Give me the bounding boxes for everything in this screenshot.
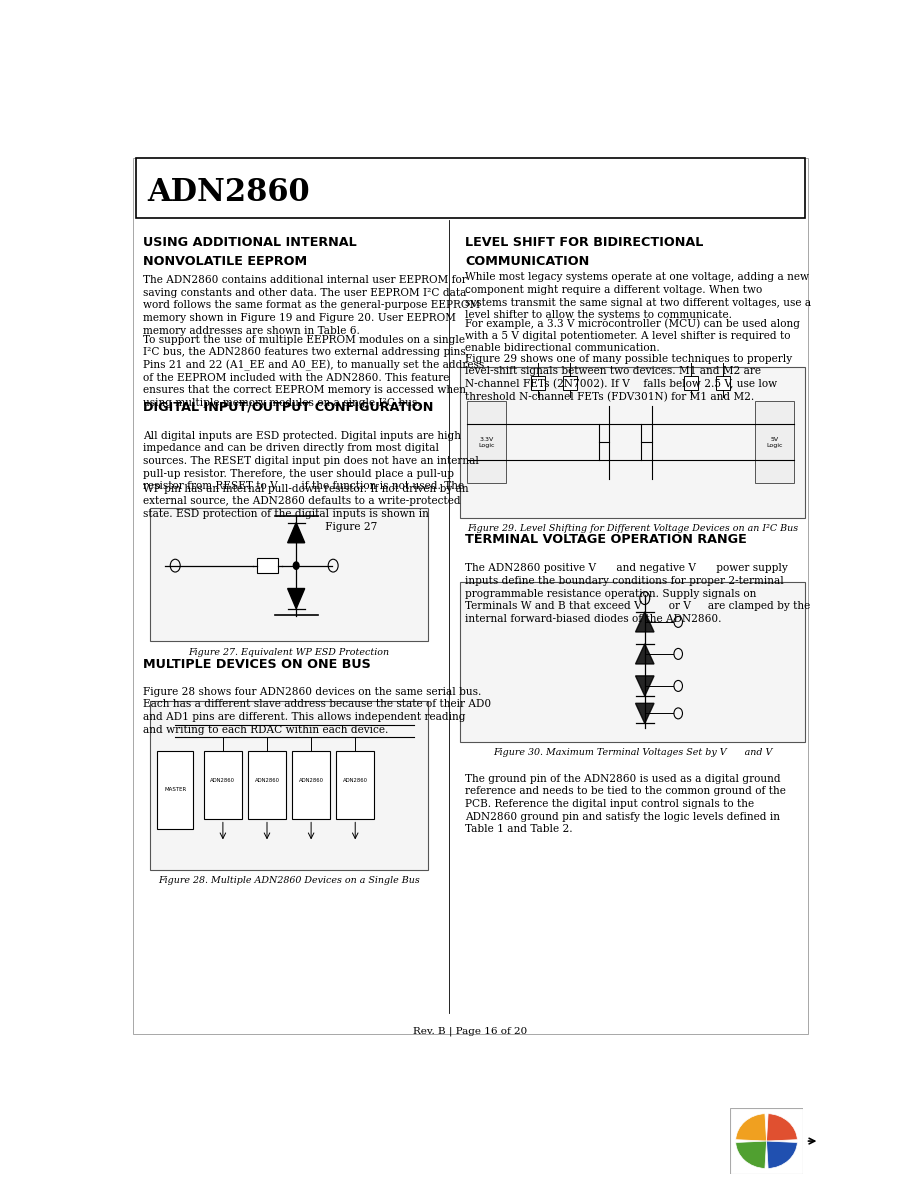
Text: The ADN2860 contains additional internal user EEPROM for: The ADN2860 contains additional internal… — [143, 276, 467, 285]
Text: All digital inputs are ESD protected. Digital inputs are high: All digital inputs are ESD protected. Di… — [143, 431, 461, 441]
Text: I²C bus, the ADN2860 features two external addressing pins,: I²C bus, the ADN2860 features two extern… — [143, 347, 469, 358]
Bar — [151, 508, 428, 642]
Text: sources. The RESET digital input pin does not have an internal: sources. The RESET digital input pin doe… — [143, 456, 479, 466]
Wedge shape — [767, 1140, 798, 1169]
Text: ADN2860 ground pin and satisfy the logic levels defined in: ADN2860 ground pin and satisfy the logic… — [465, 811, 780, 822]
Text: component might require a different voltage. When two: component might require a different volt… — [465, 285, 763, 295]
Text: For example, a 3.3 V microcontroller (MCU) can be used along: For example, a 3.3 V microcontroller (MC… — [465, 318, 800, 329]
Circle shape — [294, 562, 299, 569]
Text: COMMUNICATION: COMMUNICATION — [465, 255, 589, 268]
Wedge shape — [767, 1113, 798, 1140]
Polygon shape — [635, 612, 654, 632]
Text: N-channel FETs (2N7002). If V    falls below 2.5 V, use low: N-channel FETs (2N7002). If V falls belo… — [465, 379, 778, 390]
Text: programmable resistance operation. Supply signals on: programmable resistance operation. Suppl… — [465, 588, 756, 599]
Text: 3.3V
Logic: 3.3V Logic — [478, 437, 495, 448]
Text: The ADN2860 positive V      and negative V      power supply: The ADN2860 positive V and negative V po… — [465, 563, 789, 574]
Text: 5V
Logic: 5V Logic — [766, 437, 782, 448]
Text: While most legacy systems operate at one voltage, adding a new: While most legacy systems operate at one… — [465, 272, 810, 283]
Text: MULTIPLE DEVICES ON ONE BUS: MULTIPLE DEVICES ON ONE BUS — [143, 658, 371, 670]
Text: ADN2860: ADN2860 — [342, 778, 368, 783]
Text: PCB. Reference the digital input control signals to the: PCB. Reference the digital input control… — [465, 800, 755, 809]
Bar — [684, 375, 699, 391]
Text: ADN2860: ADN2860 — [147, 177, 309, 208]
Text: pull-up resistor. Therefore, the user should place a pull-up: pull-up resistor. Therefore, the user sh… — [143, 468, 454, 479]
Text: reference and needs to be tied to the common ground of the: reference and needs to be tied to the co… — [465, 786, 787, 796]
Bar — [336, 751, 375, 820]
Text: MASTER: MASTER — [164, 788, 186, 792]
Text: Figure 27: Figure 27 — [143, 522, 377, 532]
Text: ADN2860: ADN2860 — [254, 778, 279, 783]
Text: Each has a different slave address because the state of their AD0: Each has a different slave address becau… — [143, 700, 491, 709]
Text: of the EEPROM included with the ADN2860. This feature: of the EEPROM included with the ADN2860.… — [143, 373, 450, 383]
Text: ADN2860: ADN2860 — [298, 778, 324, 783]
Polygon shape — [635, 703, 654, 723]
Bar — [531, 375, 545, 391]
Text: WP pin has an internal pull-down resistor. If not driven by an: WP pin has an internal pull-down resisto… — [143, 484, 469, 494]
Bar — [204, 751, 242, 820]
Bar — [755, 402, 794, 484]
Text: systems transmit the same signal at two different voltages, use a: systems transmit the same signal at two … — [465, 298, 812, 308]
Text: To support the use of multiple EEPROM modules on a single: To support the use of multiple EEPROM mo… — [143, 335, 465, 345]
Text: Figure 29. Level Shifting for Different Voltage Devices on an I²C Bus: Figure 29. Level Shifting for Different … — [466, 524, 798, 533]
Bar — [257, 558, 278, 573]
Text: DIGITAL INPUT/OUTPUT CONFIGURATION: DIGITAL INPUT/OUTPUT CONFIGURATION — [143, 400, 433, 413]
Text: ADN2860: ADN2860 — [210, 778, 235, 783]
Bar — [563, 375, 577, 391]
Bar — [292, 751, 330, 820]
Text: Pins 21 and 22 (A1_EE and A0_EE), to manually set the address: Pins 21 and 22 (A1_EE and A0_EE), to man… — [143, 360, 485, 371]
Text: state. ESD protection of the digital inputs is shown in: state. ESD protection of the digital inp… — [143, 508, 429, 519]
Text: resistor from RESET to V       if the function is not used. The: resistor from RESET to V if the function… — [143, 481, 465, 491]
Polygon shape — [635, 644, 654, 664]
Text: ensures that the correct EEPROM memory is accessed when: ensures that the correct EEPROM memory i… — [143, 385, 466, 396]
Bar — [248, 751, 286, 820]
Text: LEVEL SHIFT FOR BIDIRECTIONAL: LEVEL SHIFT FOR BIDIRECTIONAL — [465, 236, 704, 248]
Text: threshold N-channel FETs (FDV301N) for M1 and M2.: threshold N-channel FETs (FDV301N) for M… — [465, 392, 755, 402]
Text: memory addresses are shown in Table 6.: memory addresses are shown in Table 6. — [143, 326, 360, 336]
Wedge shape — [735, 1113, 767, 1140]
Text: internal forward-biased diodes of the ADN2860.: internal forward-biased diodes of the AD… — [465, 614, 722, 624]
Bar — [151, 701, 428, 870]
Text: The ground pin of the ADN2860 is used as a digital ground: The ground pin of the ADN2860 is used as… — [465, 773, 781, 784]
Text: Table 1 and Table 2.: Table 1 and Table 2. — [465, 824, 573, 834]
Text: inputs define the boundary conditions for proper 2-terminal: inputs define the boundary conditions fo… — [465, 576, 784, 586]
Text: with a 5 V digital potentiometer. A level shifter is required to: with a 5 V digital potentiometer. A leve… — [465, 330, 791, 341]
Text: memory shown in Figure 19 and Figure 20. User EEPROM: memory shown in Figure 19 and Figure 20.… — [143, 314, 456, 323]
Text: Rev. B | Page 16 of 20: Rev. B | Page 16 of 20 — [413, 1026, 528, 1036]
Text: Figure 27. Equivalent WP ESD Protection: Figure 27. Equivalent WP ESD Protection — [188, 647, 389, 657]
Text: level shifter to allow the systems to communicate.: level shifter to allow the systems to co… — [465, 310, 733, 321]
Text: enable bidirectional communication.: enable bidirectional communication. — [465, 343, 660, 354]
Text: using multiple memory modules on a single I²C bus.: using multiple memory modules on a singl… — [143, 398, 420, 407]
Text: external source, the ADN2860 defaults to a write-protected: external source, the ADN2860 defaults to… — [143, 497, 461, 506]
Text: Figure 30. Maximum Terminal Voltages Set by V      and V: Figure 30. Maximum Terminal Voltages Set… — [493, 748, 772, 757]
Bar — [460, 582, 805, 741]
Text: TERMINAL VOLTAGE OPERATION RANGE: TERMINAL VOLTAGE OPERATION RANGE — [465, 533, 747, 546]
Bar — [158, 751, 193, 829]
Text: saving constants and other data. The user EEPROM I²C data-: saving constants and other data. The use… — [143, 287, 470, 298]
Text: word follows the same format as the general-purpose EEPROM: word follows the same format as the gene… — [143, 301, 480, 310]
Text: Terminals W and B that exceed V        or V     are clamped by the: Terminals W and B that exceed V or V are… — [465, 601, 811, 611]
Text: and AD1 pins are different. This allows independent reading: and AD1 pins are different. This allows … — [143, 712, 465, 722]
Polygon shape — [635, 676, 654, 696]
Text: and writing to each RDAC within each device.: and writing to each RDAC within each dev… — [143, 725, 388, 734]
Polygon shape — [287, 523, 305, 543]
Text: USING ADDITIONAL INTERNAL: USING ADDITIONAL INTERNAL — [143, 236, 357, 248]
Text: NONVOLATILE EEPROM: NONVOLATILE EEPROM — [143, 255, 308, 268]
Text: Figure 28 shows four ADN2860 devices on the same serial bus.: Figure 28 shows four ADN2860 devices on … — [143, 687, 482, 697]
Text: level-shift signals between two devices. M1 and M2 are: level-shift signals between two devices.… — [465, 366, 762, 377]
Text: impedance and can be driven directly from most digital: impedance and can be driven directly fro… — [143, 443, 439, 454]
Bar — [467, 402, 506, 484]
Bar — [460, 367, 805, 518]
Polygon shape — [287, 588, 305, 608]
Bar — [716, 375, 730, 391]
Bar — [136, 158, 805, 217]
Text: Figure 29 shows one of many possible techniques to properly: Figure 29 shows one of many possible tec… — [465, 354, 792, 364]
Text: Figure 28. Multiple ADN2860 Devices on a Single Bus: Figure 28. Multiple ADN2860 Devices on a… — [158, 877, 420, 885]
Wedge shape — [735, 1140, 767, 1169]
